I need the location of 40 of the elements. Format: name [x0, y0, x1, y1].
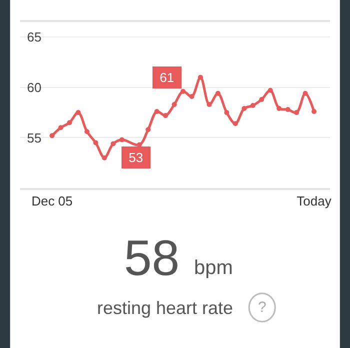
point	[232, 121, 238, 126]
point	[163, 113, 168, 118]
point	[250, 103, 256, 108]
point	[93, 140, 98, 146]
point	[259, 96, 264, 102]
text: 58	[124, 230, 180, 286]
x-tick-label: Today	[296, 194, 332, 209]
point	[276, 106, 282, 112]
point	[302, 90, 308, 96]
point	[119, 137, 124, 142]
point	[76, 110, 81, 116]
point	[110, 141, 116, 146]
text: ?	[258, 299, 266, 316]
point	[294, 110, 300, 116]
point	[58, 125, 64, 130]
point	[180, 88, 186, 94]
text: bpm	[194, 257, 233, 279]
point	[146, 127, 151, 132]
point	[154, 109, 160, 114]
point	[224, 110, 230, 116]
x-tick-label: Dec 05	[31, 194, 73, 209]
point	[198, 74, 203, 80]
y-tick-label: 65	[27, 30, 42, 45]
point	[189, 94, 194, 99]
text: resting heart rate	[97, 298, 234, 318]
point	[206, 102, 212, 107]
point	[50, 133, 55, 138]
y-tick-label: 60	[27, 80, 42, 95]
point	[172, 102, 177, 107]
point	[84, 129, 90, 134]
point	[67, 120, 72, 126]
y-tick-label: 55	[27, 130, 42, 146]
point	[312, 109, 317, 114]
point	[268, 88, 273, 93]
point	[285, 107, 290, 112]
point	[242, 106, 247, 112]
point	[215, 90, 220, 96]
annotation: 61	[156, 70, 178, 85]
annotation: 53	[125, 150, 147, 165]
point	[102, 155, 107, 160]
